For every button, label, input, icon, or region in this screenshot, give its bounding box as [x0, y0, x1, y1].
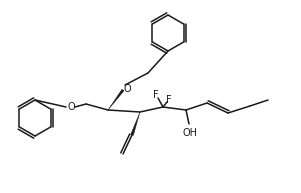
- Text: OH: OH: [182, 128, 197, 138]
- Text: F: F: [166, 95, 172, 105]
- Text: F: F: [153, 90, 159, 100]
- Text: O: O: [67, 102, 75, 112]
- Polygon shape: [108, 89, 124, 110]
- Polygon shape: [131, 112, 140, 135]
- Text: O: O: [123, 84, 131, 94]
